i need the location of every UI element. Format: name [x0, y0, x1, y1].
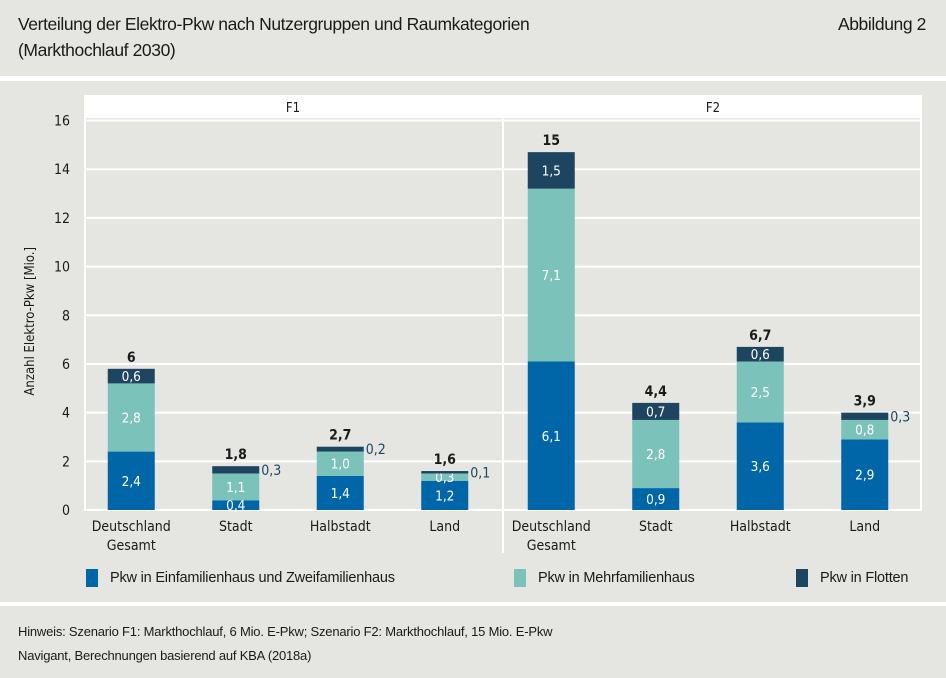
figure-label: Abbildung 2 [837, 14, 926, 34]
bar-segment-label: 0,3 [435, 470, 454, 486]
bar-segment-f1-0-1 [107, 383, 155, 452]
bar-segment-f1-3-2 [421, 471, 469, 474]
bar-total-label: 1,8 [225, 447, 247, 463]
y-tick-label: 14 [54, 162, 70, 178]
bar-total-label: 15 [542, 133, 560, 149]
bar-segment-label: 2,4 [122, 474, 142, 490]
bar-segment-label: 0,6 [751, 347, 770, 363]
bar-segment-f2-0-0 [527, 361, 575, 510]
bar-segment-label: 1,0 [331, 457, 350, 473]
bar-segment-label: 0,9 [646, 492, 665, 508]
bar-segment-f2-1-1 [632, 419, 680, 489]
bar-segment-f2-0-2 [527, 152, 575, 189]
facet-label-f2: F2 [706, 101, 720, 116]
bar-segment-label: 6,1 [542, 429, 561, 445]
bar-segment-f2-2-0 [736, 422, 784, 510]
bar-segment-f1-3-0 [421, 480, 469, 510]
facet-label-f1: F1 [286, 101, 300, 116]
bar-total-label: 3,9 [854, 394, 876, 410]
bar-segment-label: 0,3 [261, 463, 281, 479]
x-category-label: Gesamt [107, 538, 156, 554]
bar-segment-label: 1,4 [331, 486, 351, 502]
chart-title-line1: Verteilung der Elektro-Pkw nach Nutzergr… [18, 14, 530, 34]
bar-total-label: 6,7 [749, 328, 771, 344]
x-category-label: Land [429, 519, 460, 535]
legend-item-einfamilienhaus: Pkw in Einfamilienhaus und Zweifamilienh… [86, 565, 395, 591]
footnote: Hinweis: Szenario F1: Markthochlauf, 6 M… [18, 624, 553, 639]
bar-total-label: 1,6 [434, 452, 457, 468]
bar-segment-label: 2,5 [751, 385, 770, 401]
source-note: Navigant, Berechnungen basierend auf KBA… [18, 648, 312, 663]
bar-segment-label: 7,1 [542, 268, 561, 284]
chart-svg: F1 F2 0 2 4 6 8 10 12 14 16 Anzahl Elektro-Pkw [Mio… [23, 95, 922, 554]
bar-segment-f2-3-0 [841, 439, 889, 510]
bar-segment-label: 0,7 [646, 404, 665, 420]
bar-segment-label: 0,4 [226, 498, 246, 514]
bar-segment-label: 3,6 [751, 459, 770, 475]
bar-segment-f1-1-2 [212, 466, 260, 474]
bar-segment-f1-2-1 [316, 451, 364, 476]
y-axis-title: Anzahl Elektro-Pkw [Mio.] [23, 247, 38, 396]
chart-panel: F1 F2 0 2 4 6 8 10 12 14 16 Anzahl Elektro-Pkw [Mio… [0, 81, 946, 602]
bar-segment-f2-0-1 [527, 188, 575, 362]
x-category-label: Deutschland [92, 519, 171, 535]
x-category-label: Halbstadt [310, 519, 371, 535]
bar-segment-f2-3-1 [841, 419, 889, 440]
bar-segment-f1-2-0 [316, 475, 364, 510]
chart-title-line2: (Markthochlauf 2030) [18, 40, 176, 60]
y-tick-label: 8 [62, 308, 70, 324]
bar-segment-f2-2-2 [736, 346, 784, 362]
bar-segment-f1-1-0 [212, 500, 260, 510]
x-category-label: Deutschland [512, 519, 591, 535]
legend-item-mehrfamilienhaus: Pkw in Mehrfamilienhaus [514, 565, 695, 591]
legend-swatch-mehrfamilienhaus [514, 569, 526, 587]
bar-segment-label: 0,2 [366, 442, 386, 458]
y-tick-label: 0 [62, 503, 70, 519]
bar-segment-label: 1,1 [226, 480, 245, 496]
bar-segment-f1-2-2 [316, 446, 364, 452]
header-panel: Verteilung der Elektro-Pkw nach Nutzergr… [0, 0, 946, 76]
y-tick-label: 12 [54, 211, 70, 227]
bar-segment-f2-2-1 [736, 361, 784, 423]
bar-segment-f2-3-2 [841, 412, 889, 420]
bar-segment-label: 0,6 [122, 369, 141, 385]
bar-segment-label: 0,8 [855, 423, 874, 439]
legend-label-mehrfamilienhaus: Pkw in Mehrfamilienhaus [538, 570, 695, 586]
bar-total-label: 4,4 [645, 384, 668, 400]
legend-label-flotten: Pkw in Flotten [820, 570, 909, 586]
legend-swatch-flotten [796, 569, 808, 587]
bar-segment-label: 1,5 [542, 163, 561, 179]
legend-label-einfamilienhaus: Pkw in Einfamilienhaus und Zweifamilienh… [110, 570, 395, 586]
bar-segment-f2-1-2 [632, 402, 680, 420]
bar-segment-f1-0-0 [107, 451, 155, 510]
bar-segment-label: 2,8 [122, 410, 141, 426]
y-tick-label: 16 [54, 114, 70, 130]
bar-segment-label: 2,8 [646, 447, 665, 463]
bar-segment-label: 2,9 [855, 468, 874, 484]
bar-segment-label: 0,1 [470, 465, 490, 481]
bar-total-label: 2,7 [329, 428, 351, 444]
bar-segment-f1-0-2 [107, 368, 155, 384]
bar-segment-f1-1-1 [212, 473, 260, 501]
facet-header-f2 [504, 95, 922, 118]
bar-segment-label: 0,3 [890, 409, 910, 425]
footer-panel: Hinweis: Szenario F1: Markthochlauf, 6 M… [0, 606, 946, 678]
bar-segment-f1-3-1 [421, 473, 469, 481]
x-category-label: Stadt [219, 519, 253, 535]
x-category-label: Gesamt [527, 538, 576, 554]
y-tick-label: 6 [62, 357, 70, 373]
bar-segment-f2-1-0 [632, 488, 680, 510]
y-tick-label: 2 [62, 454, 70, 470]
bar-total-label: 6 [127, 350, 136, 366]
legend-swatch-einfamilienhaus [86, 569, 98, 587]
x-category-label: Land [849, 519, 880, 535]
bar-segment-label: 1,2 [435, 488, 454, 504]
y-tick-label: 10 [54, 260, 70, 276]
chart-title: Verteilung der Elektro-Pkw nach Nutzergr… [18, 11, 530, 63]
facet-header-f1 [84, 95, 502, 118]
y-tick-label: 4 [62, 406, 70, 422]
x-category-label: Stadt [639, 519, 673, 535]
legend-item-flotten: Pkw in Flotten [796, 565, 908, 591]
x-category-label: Halbstadt [730, 519, 791, 535]
